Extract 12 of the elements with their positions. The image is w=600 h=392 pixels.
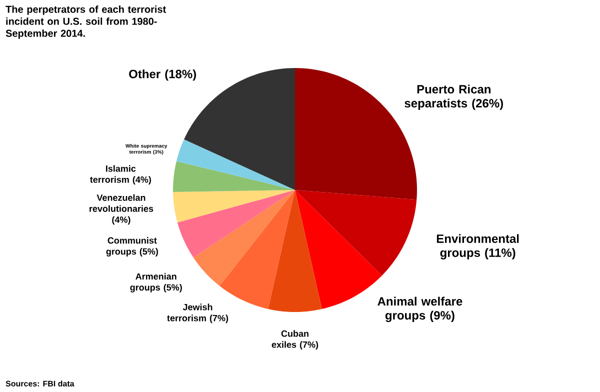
source-note: Sources: FBI data — [6, 380, 74, 386]
slice-label: Communist groups (5%) — [106, 237, 158, 256]
slice-label: Environmental groups (11%) — [436, 234, 519, 260]
slice-label: Armenian groups (5%) — [130, 272, 182, 292]
slice-label: Puerto Rican separatists (26%) — [404, 84, 503, 110]
chart-title: The perpetrators of each terrorist incident on U.S. soil from 1980-September 2014. — [6, 6, 166, 39]
slice-label: Venezuelan revolutionaries (4%) — [90, 194, 154, 225]
slice-label: Cuban exiles (7%) — [272, 330, 318, 350]
slice-label: Other (18%) — [129, 69, 196, 81]
slice-label: Jewish terrorism (7%) — [167, 304, 228, 324]
slice-label: Animal welfare groups (9%) — [378, 296, 462, 322]
slice-label: Islamic terrorism (4%) — [90, 165, 151, 185]
